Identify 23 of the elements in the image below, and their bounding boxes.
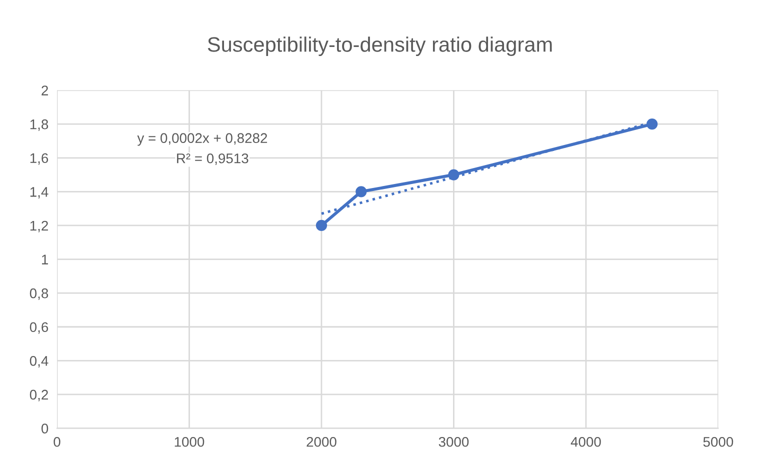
point (356, 186, 367, 198)
y-tick-label: 2 (42, 86, 48, 96)
y-tick-label: 0,4 (30, 356, 48, 368)
point (316, 220, 328, 232)
y-tick-label: 0,2 (30, 390, 48, 402)
x-tick-label: 1000 (174, 436, 204, 447)
annotation: y = 0,0002x + 0,8282 (137, 133, 268, 146)
y-tick-label: 0,8 (30, 288, 48, 300)
y-tick-label: 1,4 (30, 187, 48, 198)
x-tick-label: 0 (54, 436, 60, 447)
x-tick-label: 4000 (570, 436, 601, 447)
y-tick-label: 0,6 (30, 322, 48, 334)
chart-title: Susceptibility-to-density ratio diagram (208, 36, 552, 56)
point (646, 118, 658, 130)
x-tick-label: 3000 (438, 436, 469, 447)
y-tick-label: 1,6 (30, 153, 48, 165)
x-tick-label: 5000 (703, 436, 734, 447)
y-tick-label: 1,8 (30, 119, 48, 131)
y-tick-label: 1,2 (30, 220, 48, 232)
annotation: R² = 0,9513 (177, 153, 248, 165)
y-tick-label: 1 (42, 254, 48, 264)
y-tick-label: 0 (41, 424, 48, 434)
x-tick-label: 2000 (306, 436, 336, 447)
